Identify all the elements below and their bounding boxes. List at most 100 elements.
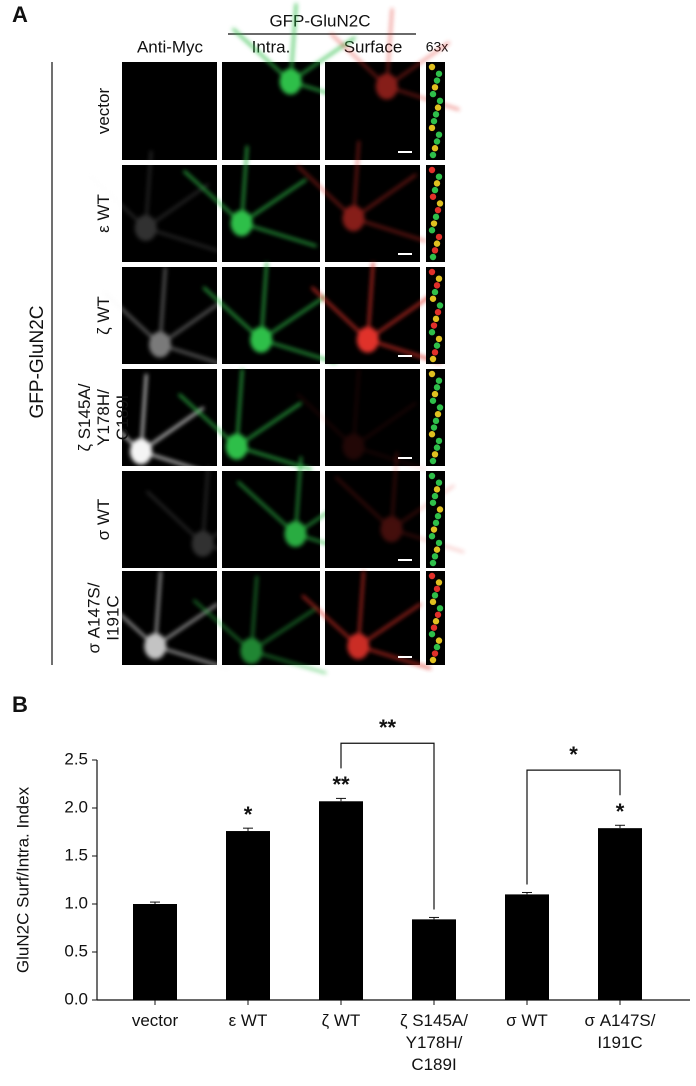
column-label: 63x xyxy=(426,39,449,55)
puncta xyxy=(431,288,439,296)
bracket xyxy=(340,742,435,910)
error-bar xyxy=(336,797,346,802)
dendrite xyxy=(145,490,204,545)
soma xyxy=(342,205,365,232)
puncta xyxy=(430,117,438,125)
puncta xyxy=(435,637,443,644)
dendrite xyxy=(385,8,394,87)
puncta xyxy=(431,451,439,458)
puncta xyxy=(436,605,444,612)
bar xyxy=(505,894,549,1000)
soma xyxy=(149,331,171,358)
dendrite xyxy=(236,480,297,535)
soma xyxy=(279,68,302,95)
puncta xyxy=(429,90,437,98)
puncta xyxy=(428,630,436,638)
puncta xyxy=(429,457,437,465)
y-axis-label: GluN2C Surf/Intra. Index xyxy=(13,786,32,973)
puncta xyxy=(429,253,437,261)
puncta xyxy=(430,322,438,329)
soma xyxy=(230,210,253,237)
x-tick-label-line: σ A147S/ xyxy=(585,1011,656,1030)
dendrite xyxy=(154,645,229,670)
micrograph xyxy=(325,165,420,262)
puncta xyxy=(435,377,443,384)
side-label: GFP-GluN2C xyxy=(27,306,48,419)
error-bar xyxy=(615,824,625,829)
micrograph xyxy=(122,165,217,262)
puncta xyxy=(433,486,441,493)
dendrite xyxy=(232,27,292,83)
soma xyxy=(356,326,379,353)
row-label-line: σ A147S/ xyxy=(85,582,104,653)
x-tick-label: σ A147S/I191C xyxy=(585,1011,656,1052)
dendrite xyxy=(236,401,303,448)
micrograph xyxy=(122,571,217,665)
row-label-line: vector xyxy=(94,88,113,135)
puncta xyxy=(430,526,438,533)
puncta xyxy=(435,479,443,486)
y-tick-label: 2.0 xyxy=(64,797,88,816)
puncta xyxy=(429,499,437,506)
dendrite xyxy=(88,174,147,229)
puncta xyxy=(433,77,441,84)
puncta xyxy=(435,233,443,241)
puncta xyxy=(430,220,438,227)
dendrite xyxy=(140,450,214,476)
puncta xyxy=(433,138,441,145)
row-label: ζ S145A/Y178H/C189I xyxy=(75,383,132,451)
micrograph xyxy=(122,62,217,160)
puncta xyxy=(432,417,440,425)
row-label-line: Y178H/ xyxy=(94,389,113,446)
puncta xyxy=(428,533,436,540)
row-label-line: I191C xyxy=(104,595,123,640)
error-bar xyxy=(150,901,160,904)
puncta xyxy=(431,247,439,254)
puncta xyxy=(431,492,439,500)
column-label: Surface xyxy=(344,37,403,56)
micrograph xyxy=(325,369,420,466)
x-tick-label-line: C189I xyxy=(411,1055,456,1074)
cell xyxy=(103,267,233,369)
x-tick-label: vector xyxy=(132,1011,179,1030)
panel-label: A xyxy=(12,2,28,27)
group-header: GFP-GluN2C xyxy=(269,11,370,30)
dendrite xyxy=(296,393,355,448)
x-tick-label-line: vector xyxy=(132,1011,179,1030)
puncta xyxy=(429,193,437,200)
puncta xyxy=(434,410,442,418)
x-tick-label-line: ζ S145A/ xyxy=(400,1011,468,1030)
puncta xyxy=(428,329,436,336)
soma xyxy=(144,633,167,660)
dendrite xyxy=(353,217,427,243)
puncta xyxy=(436,404,444,411)
dendrite xyxy=(296,165,355,220)
significance-star: * xyxy=(616,799,625,824)
cell xyxy=(88,150,219,253)
micrograph xyxy=(325,62,420,160)
puncta xyxy=(431,650,439,657)
puncta xyxy=(435,70,443,77)
row-label-line: ε WT xyxy=(94,194,113,233)
puncta xyxy=(433,342,441,349)
x-tick-label-line: Y178H/ xyxy=(406,1033,463,1052)
puncta xyxy=(431,186,439,194)
puncta xyxy=(433,180,441,187)
puncta xyxy=(428,63,436,71)
dendrite xyxy=(241,222,317,248)
puncta xyxy=(429,598,437,606)
puncta xyxy=(435,131,443,138)
puncta xyxy=(435,173,443,180)
y-tick-label: 0.5 xyxy=(64,941,88,960)
puncta xyxy=(435,539,443,547)
puncta xyxy=(431,145,439,152)
panel-label: B xyxy=(12,692,28,717)
puncta xyxy=(429,656,437,664)
puncta xyxy=(428,166,436,174)
puncta xyxy=(435,335,443,343)
error-bar xyxy=(429,916,439,920)
dendrite xyxy=(145,227,219,253)
dendrite xyxy=(159,299,224,346)
cell xyxy=(301,571,432,670)
